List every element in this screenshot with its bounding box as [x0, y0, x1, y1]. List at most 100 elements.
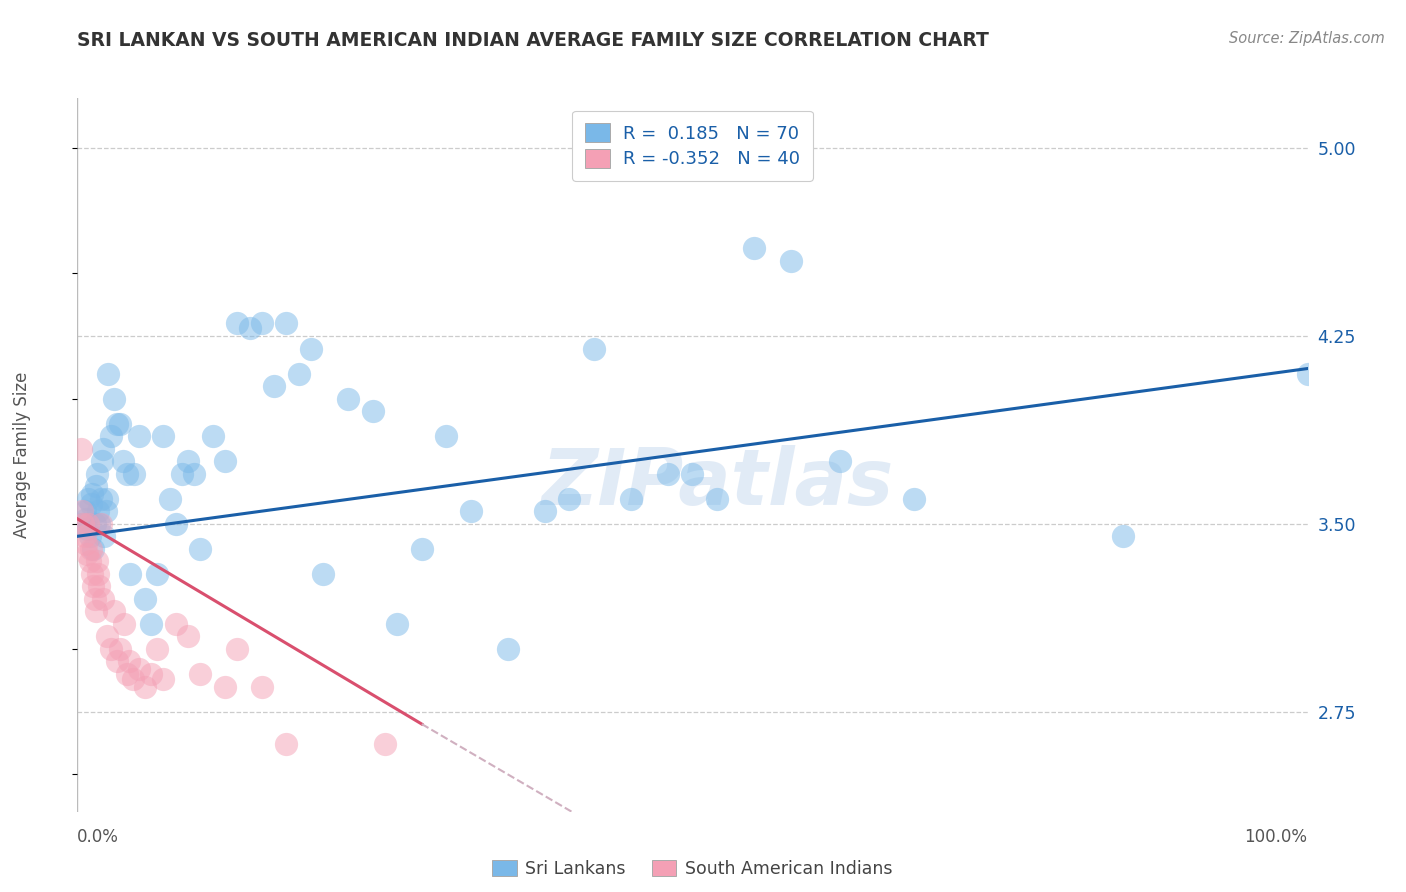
Point [361, 404, 384, 418]
Point [657, 467, 679, 481]
Point [276, 317, 298, 331]
Point [583, 342, 606, 356]
Point [226, 642, 249, 657]
Point [112, 616, 135, 631]
Point [75, 512, 97, 526]
Point [82, 579, 104, 593]
Point [87, 504, 110, 518]
Point [239, 321, 262, 335]
Point [84, 479, 107, 493]
Point [682, 467, 704, 481]
Point [742, 241, 765, 255]
Point [96, 491, 118, 506]
Point [84, 604, 107, 618]
Point [90, 454, 114, 468]
Point [70, 504, 93, 518]
Point [105, 655, 128, 669]
Text: Average Family Size: Average Family Size [13, 372, 31, 538]
Point [190, 541, 212, 556]
Point [103, 392, 125, 406]
Point [103, 604, 125, 618]
Point [115, 667, 138, 681]
Point [73, 504, 96, 518]
Point [82, 541, 104, 556]
Point [830, 454, 852, 468]
Point [250, 680, 273, 694]
Point [111, 454, 134, 468]
Point [77, 491, 100, 506]
Point [250, 317, 273, 331]
Point [122, 467, 145, 481]
Point [152, 429, 174, 443]
Point [83, 516, 105, 531]
Point [80, 541, 103, 556]
Point [165, 516, 187, 531]
Point [94, 504, 117, 518]
Point [534, 504, 557, 518]
Point [374, 737, 396, 751]
Point [146, 642, 169, 657]
Text: SRI LANKAN VS SOUTH AMERICAN INDIAN AVERAGE FAMILY SIZE CORRELATION CHART: SRI LANKAN VS SOUTH AMERICAN INDIAN AVER… [77, 31, 990, 50]
Point [75, 537, 97, 551]
Point [128, 429, 150, 443]
Point [706, 491, 728, 506]
Point [288, 367, 311, 381]
Point [76, 522, 98, 536]
Point [170, 467, 193, 481]
Point [121, 672, 143, 686]
Point [70, 442, 93, 456]
Point [436, 429, 458, 443]
Point [120, 566, 142, 581]
Point [70, 516, 93, 531]
Point [183, 467, 205, 481]
Point [91, 591, 114, 606]
Point [90, 491, 112, 506]
Point [82, 487, 104, 501]
Point [86, 554, 108, 568]
Point [620, 491, 643, 506]
Point [159, 491, 181, 506]
Point [72, 516, 94, 531]
Point [79, 529, 101, 543]
Point [903, 491, 925, 506]
Point [83, 591, 105, 606]
Point [214, 680, 236, 694]
Point [387, 616, 409, 631]
Point [86, 467, 108, 481]
Point [105, 417, 128, 431]
Text: Source: ZipAtlas.com: Source: ZipAtlas.com [1229, 31, 1385, 46]
Point [77, 516, 100, 531]
Point [110, 642, 132, 657]
Point [76, 547, 98, 561]
Point [91, 442, 114, 456]
Point [411, 541, 433, 556]
Point [177, 630, 200, 644]
Point [558, 491, 581, 506]
Point [312, 566, 335, 581]
Point [146, 566, 169, 581]
Point [263, 379, 285, 393]
Point [115, 467, 138, 481]
Point [79, 554, 101, 568]
Point [214, 454, 236, 468]
Text: 0.0%: 0.0% [77, 828, 120, 846]
Point [110, 417, 132, 431]
Point [89, 516, 111, 531]
Point [134, 680, 156, 694]
Point [1296, 367, 1319, 381]
Point [337, 392, 360, 406]
Point [496, 642, 519, 657]
Point [134, 591, 156, 606]
Point [100, 429, 122, 443]
Point [73, 529, 96, 543]
Point [97, 367, 120, 381]
Point [201, 429, 224, 443]
Point [460, 504, 482, 518]
Point [165, 616, 187, 631]
Point [118, 655, 141, 669]
Text: 100.0%: 100.0% [1244, 828, 1308, 846]
Point [141, 667, 163, 681]
Point [276, 737, 298, 751]
Point [93, 529, 115, 543]
Point [90, 516, 112, 531]
